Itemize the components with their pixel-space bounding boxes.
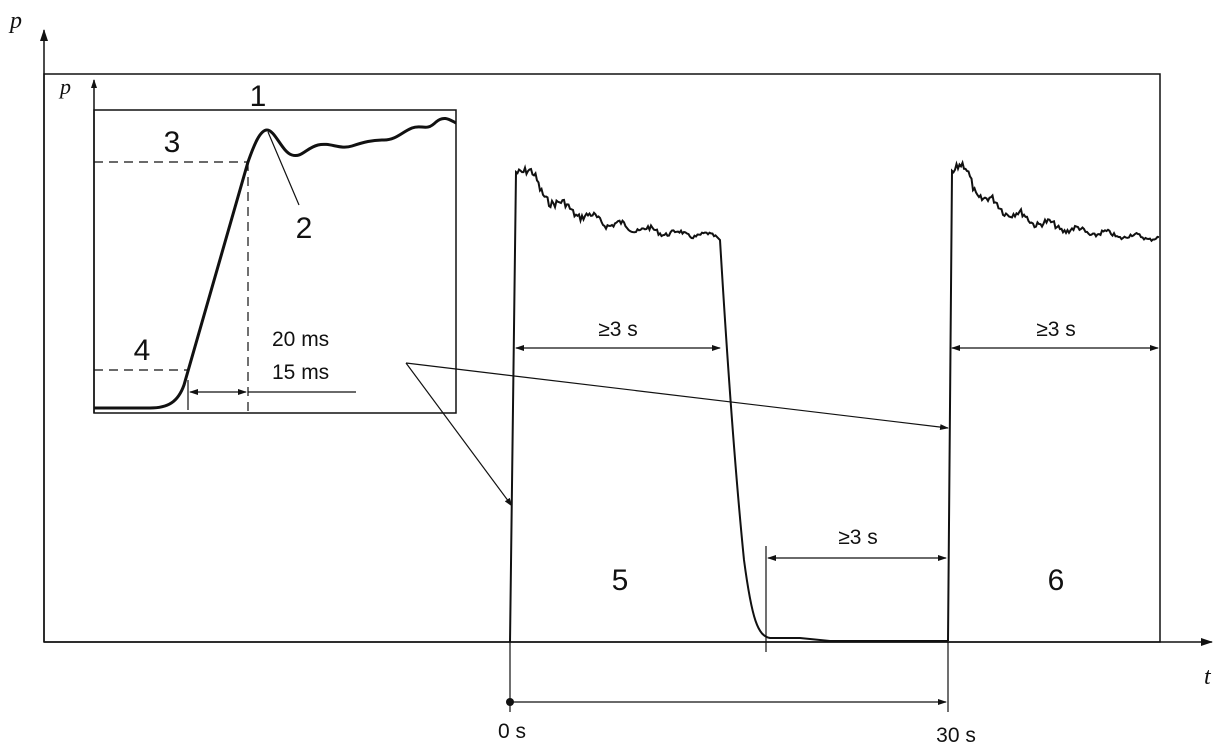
- tick-label-30s: 30 s: [936, 724, 976, 745]
- magnify-arrow-pulse-1: [405, 362, 513, 507]
- inset-time-20ms: 20 ms: [272, 328, 329, 351]
- pulse-1-duration-label: ≥3 s: [598, 318, 638, 341]
- callout-5: 5: [612, 564, 629, 597]
- main-y-axis-label: p: [8, 8, 22, 34]
- cycle-start-dot: [506, 698, 514, 706]
- callout-2: 2: [296, 212, 313, 245]
- magnify-arrow-pulse-2: [405, 362, 949, 431]
- pressure-pulse-2: [947, 159, 1160, 642]
- tick-label-0s: 0 s: [498, 720, 526, 743]
- callout-6: 6: [1048, 564, 1065, 597]
- callout-2-leader: [267, 131, 300, 206]
- pulse-2-duration-label: ≥3 s: [1036, 318, 1076, 341]
- main-x-axis-label: t: [1204, 664, 1212, 690]
- callout-3: 3: [164, 126, 181, 159]
- outer-frame: [43, 73, 1161, 643]
- inset-y-axis-label: p: [58, 74, 71, 99]
- inset-rise-curve: [94, 116, 457, 410]
- pressure-pulse-1: [509, 164, 948, 643]
- callout-1: 1: [250, 80, 267, 113]
- pause-duration-label: ≥3 s: [838, 526, 878, 549]
- callout-4: 4: [134, 334, 151, 367]
- inset-time-15ms: 15 ms: [272, 361, 329, 384]
